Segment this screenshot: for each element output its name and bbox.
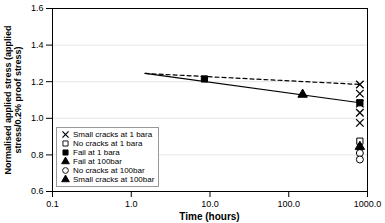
html-text:Normalised applied stress (app: Normalised applied stress (applied stres…: [3, 25, 23, 174]
svg-text:1.0: 1.0: [125, 199, 138, 209]
svg-text:1.6: 1.6: [31, 3, 44, 13]
svg-text:0.1: 0.1: [46, 199, 59, 209]
svg-text:1.2: 1.2: [31, 77, 44, 87]
svg-text:1.0: 1.0: [31, 113, 44, 123]
svg-text:0.8: 0.8: [31, 150, 44, 160]
html-text:Small cracks at 1 bara: Small cracks at 1 bara: [73, 130, 153, 139]
html-text:Small cracks at 100bar: Small cracks at 100bar: [73, 175, 155, 184]
html-text:Fail at 1 bara: Fail at 1 bara: [73, 148, 120, 157]
svg-text:1000.0: 1000.0: [354, 199, 382, 209]
html-text:Fail at 100bar: Fail at 100bar: [73, 157, 122, 166]
svg-text:10.0: 10.0: [201, 199, 219, 209]
html-text:No cracks at 100bar: No cracks at 100bar: [73, 166, 145, 175]
html-text:No cracks at 1 bara: No cracks at 1 bara: [73, 139, 143, 148]
svg-text:1.4: 1.4: [31, 40, 44, 50]
svg-text:100.0: 100.0: [277, 199, 300, 209]
html-text:Time (hours): Time (hours): [179, 211, 240, 222]
svg-text:0.6: 0.6: [31, 186, 44, 196]
